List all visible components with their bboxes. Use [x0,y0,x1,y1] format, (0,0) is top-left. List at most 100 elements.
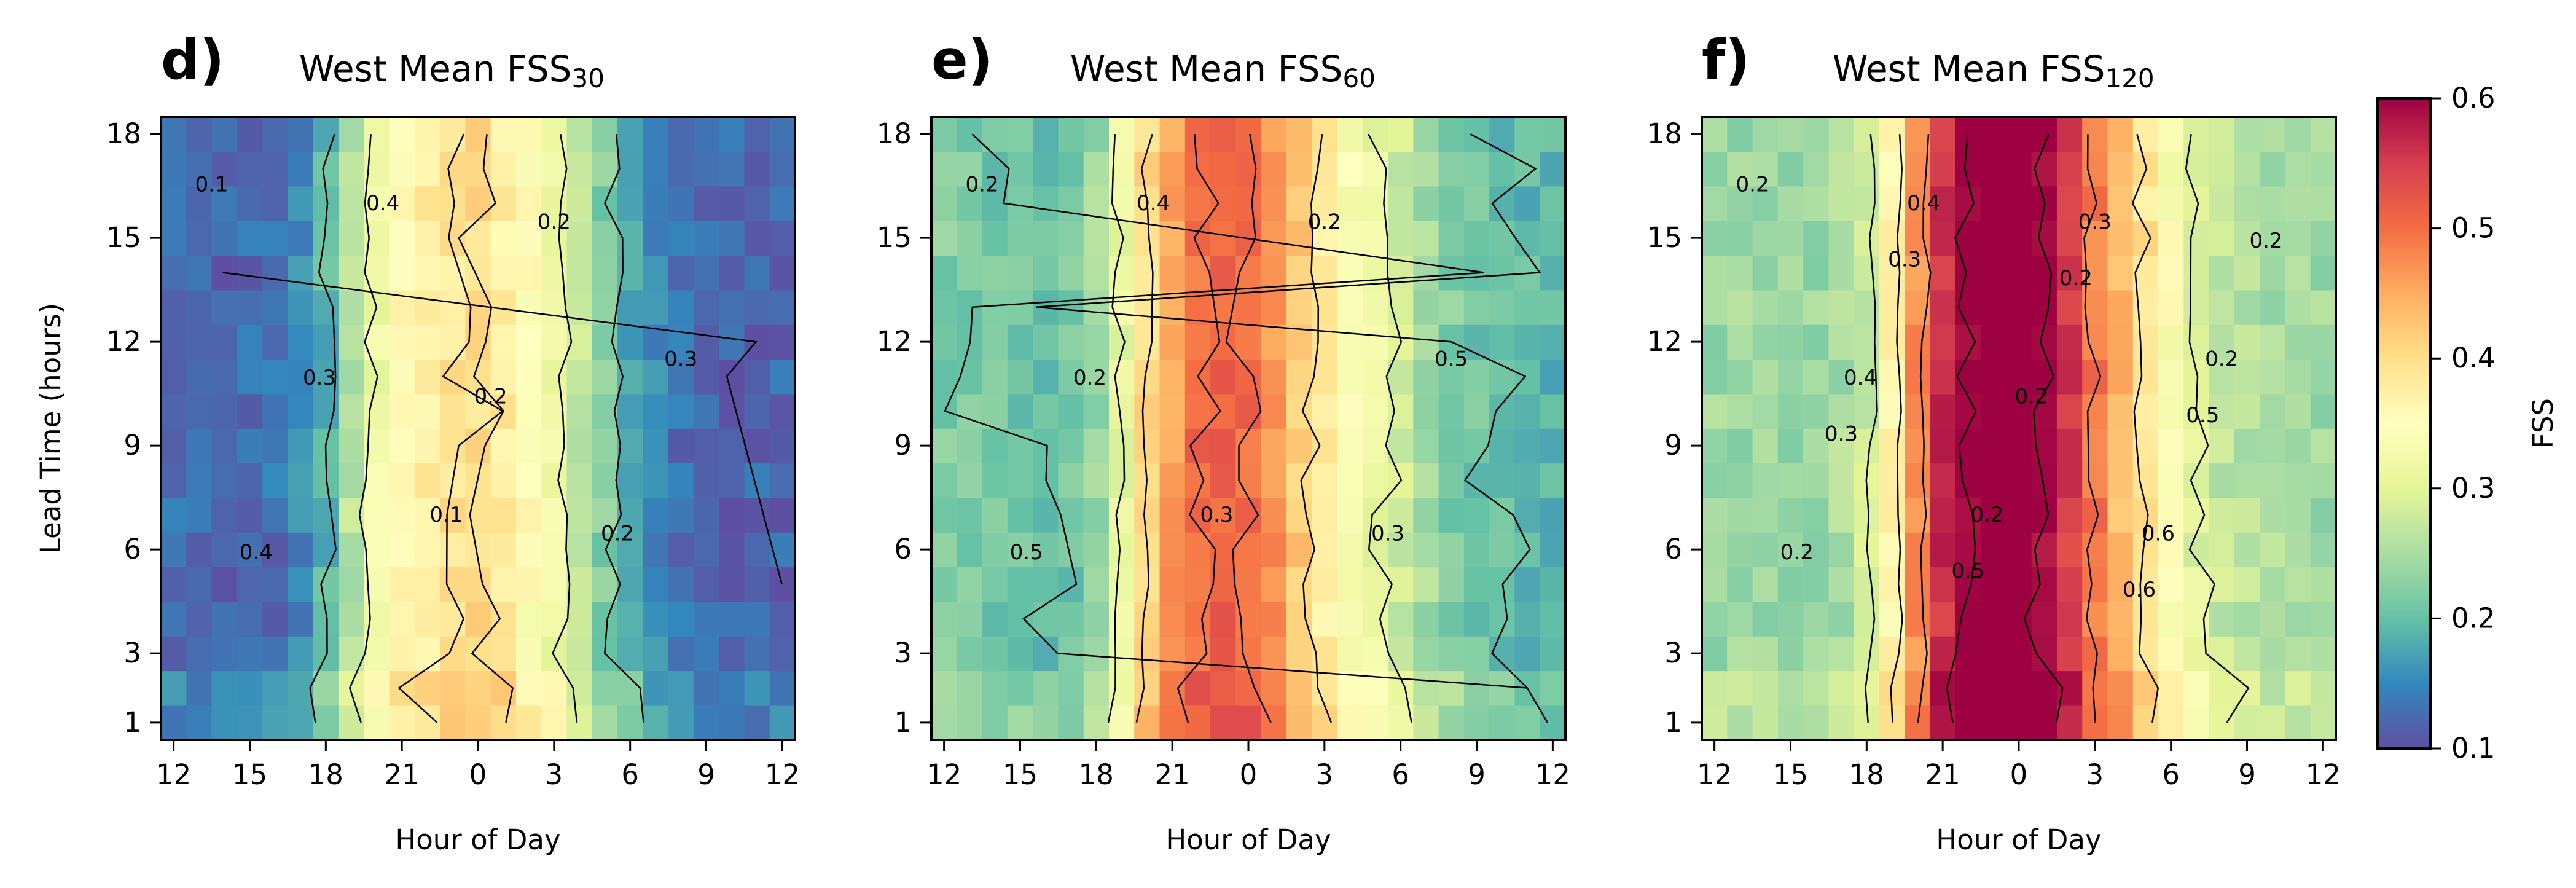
y-tick-label: 12 [106,325,141,358]
heatmap-cell [237,463,263,498]
contour-label: 0.4 [240,540,273,565]
heatmap-cell [1210,705,1237,741]
heatmap-cell [668,393,694,429]
heatmap-cell [1058,428,1084,464]
heatmap-cell [1930,463,1956,498]
heatmap-cell [2285,393,2311,429]
heatmap-cell [1312,601,1338,637]
heatmap-cell [1286,497,1312,533]
heatmap-cell [1007,670,1033,706]
heatmap-cell [1702,289,1728,325]
x-tick-label: 12 [156,758,191,791]
heatmap-cell [1930,221,1956,256]
heatmap-cell [668,289,694,325]
heatmap-cell [1286,567,1312,602]
heatmap-cell [414,324,440,360]
heatmap-cell [1108,601,1135,637]
heatmap-cell [693,151,719,187]
contour-line [1135,133,1154,723]
heatmap-cell [1879,497,1906,533]
heatmap-cell [1879,255,1906,291]
heatmap-cell [2082,463,2108,498]
heatmap-cell [1777,221,1804,256]
x-tick-label: 6 [621,758,639,791]
heatmap-cell [1337,186,1363,221]
heatmap-cell [1083,428,1110,464]
heatmap-cell [1540,151,1566,187]
heatmap-cell [1134,393,1161,429]
contour-label: 0.2 [2015,384,2048,409]
heatmap-cell [1210,324,1237,360]
heatmap-cell [288,601,314,637]
heatmap-cell [1463,393,1490,429]
heatmap-cell [440,289,466,325]
heatmap-cell [1854,567,1880,602]
heatmap-cell [2056,289,2083,325]
heatmap-cell [1438,393,1465,429]
heatmap-cell [2209,117,2235,152]
heatmap-cell [1540,670,1566,706]
heatmap-cell [1777,497,1804,533]
heatmap-cell [1261,151,1287,187]
contour-label: 0.2 [2205,347,2238,372]
heatmap-cell [1828,428,1855,464]
heatmap-cell [490,463,517,498]
heatmap-cell [643,186,669,221]
heatmap-cell [2082,428,2108,464]
heatmap-cell [1337,359,1363,395]
heatmap-cell [364,532,390,568]
heatmap-cell [186,324,213,360]
heatmap-cell [931,324,958,360]
colorbar-tick-label: 0.2 [2451,602,2496,634]
heatmap-cell [1413,186,1439,221]
heatmap-cell [186,532,213,568]
heatmap-cell [2183,567,2210,602]
heatmap-cell [719,117,745,152]
heatmap-cell [2056,497,2083,533]
heatmap-cell [2234,497,2260,533]
contour-label: 0.6 [2123,578,2156,602]
heatmap-cell [719,567,745,602]
heatmap-cell [769,567,796,602]
heatmap-cell [2006,324,2032,360]
heatmap-cell [161,255,187,291]
heatmap-cell [957,601,983,637]
heatmap-cell [1777,636,1804,672]
heatmap-cell [2107,289,2134,325]
heatmap-cell [931,151,958,187]
heatmap-cell [2234,393,2260,429]
heatmap-cell [1905,705,1931,741]
heatmap-cell [1727,532,1753,568]
heatmap-cell [288,705,314,741]
heatmap-cell [693,117,719,152]
heatmap-cell [1083,117,1110,152]
x-tick-label: 0 [2010,758,2028,791]
heatmap-cell [769,497,796,533]
heatmap-cell [1184,221,1211,256]
heatmap-cell [186,289,213,325]
heatmap-cell [364,324,390,360]
heatmap-cell [186,255,213,291]
heatmap-cell [769,255,796,291]
heatmap-cell [744,289,770,325]
contour-line [552,133,578,723]
heatmap-cell [1955,636,1981,672]
heatmap-cell [1058,221,1084,256]
heatmap-cell [2031,221,2057,256]
heatmap-cell [1489,636,1516,672]
heatmap-cell [1879,359,1906,395]
heatmap-cell [1261,324,1287,360]
y-tick-label: 6 [1664,533,1682,565]
heatmap-cell [288,255,314,291]
heatmap-cell [2158,497,2185,533]
y-tick-label: 12 [877,325,912,358]
heatmap-cell [1058,705,1084,741]
heatmap-cell [1854,117,1880,152]
heatmap-cell [719,601,745,637]
heatmap-cell [566,151,593,187]
heatmap-cell [1438,670,1465,706]
heatmap-cell [2209,151,2235,187]
heatmap-cell [465,497,491,533]
heatmap-cell [364,393,390,429]
heatmap-cell [1463,532,1490,568]
